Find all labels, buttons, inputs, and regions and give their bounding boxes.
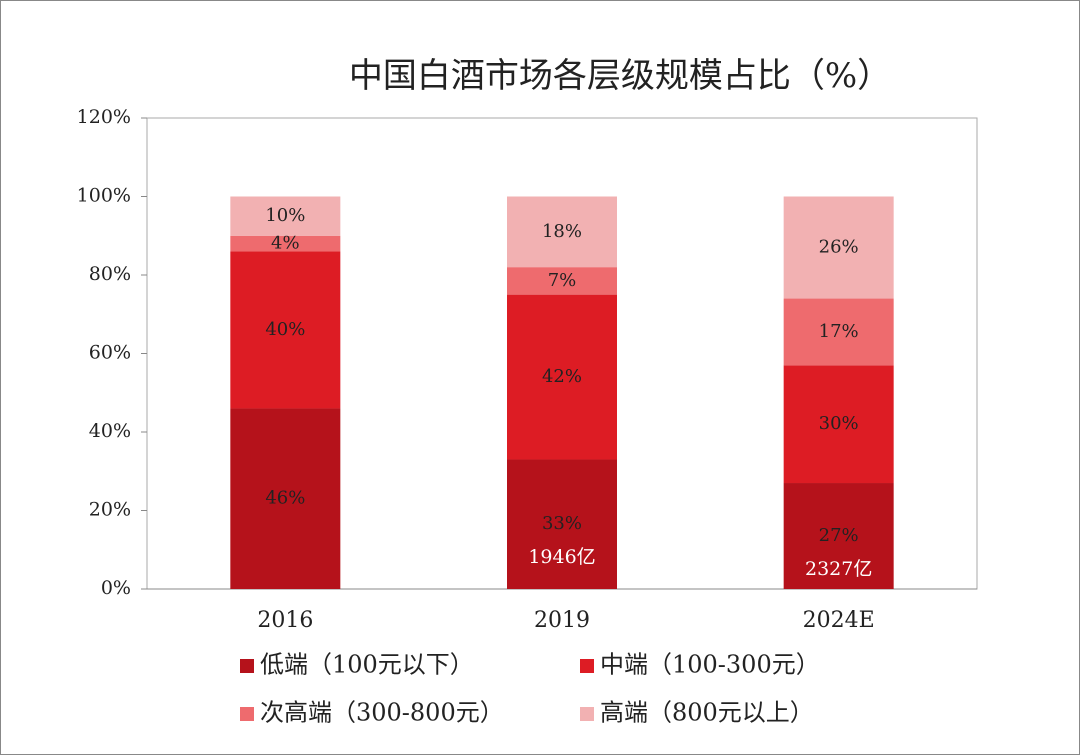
value-label: 4% bbox=[271, 233, 300, 254]
bar-segment bbox=[783, 483, 894, 589]
value-label: 30% bbox=[819, 413, 859, 434]
bar-segment bbox=[230, 196, 341, 236]
bar-segment bbox=[230, 408, 341, 589]
x-tick-label: 2019 bbox=[534, 608, 590, 633]
bar-segment bbox=[783, 196, 894, 299]
bar-segment bbox=[783, 365, 894, 484]
value-label: 17% bbox=[819, 321, 859, 342]
y-tick-label: 40% bbox=[89, 420, 131, 442]
y-tick-label: 60% bbox=[89, 342, 131, 364]
bar-segment bbox=[507, 294, 617, 460]
bar-segment bbox=[230, 235, 341, 252]
y-tick-label: 80% bbox=[89, 263, 131, 285]
legend-swatch bbox=[580, 707, 594, 721]
bar-segment bbox=[783, 298, 894, 366]
annotation: 1946亿 bbox=[528, 546, 595, 568]
bar-segment bbox=[507, 459, 617, 589]
legend-swatch bbox=[240, 659, 254, 673]
value-label: 26% bbox=[819, 237, 859, 258]
value-label: 33% bbox=[542, 513, 582, 534]
y-tick-label: 20% bbox=[89, 499, 131, 521]
annotation: 2327亿 bbox=[805, 558, 872, 580]
legend-swatch bbox=[240, 707, 254, 721]
value-label: 27% bbox=[819, 525, 859, 546]
value-label: 42% bbox=[542, 366, 582, 387]
bar-segment bbox=[507, 267, 617, 295]
value-label: 46% bbox=[265, 488, 305, 509]
legend-label: 高端（800元以上） bbox=[600, 699, 814, 727]
y-tick-label: 120% bbox=[77, 106, 131, 128]
legend-label: 次高端（300-800元） bbox=[260, 699, 504, 727]
x-tick-label: 2024E bbox=[803, 608, 875, 633]
y-tick-label: 100% bbox=[77, 185, 131, 207]
x-tick-label: 2016 bbox=[257, 608, 313, 633]
chart-title: 中国白酒市场各层级规模占比（%） bbox=[349, 56, 891, 96]
legend-swatch bbox=[580, 659, 594, 673]
value-label: 7% bbox=[548, 270, 577, 291]
bar-segment bbox=[230, 251, 341, 409]
value-label: 40% bbox=[265, 319, 305, 340]
legend-label: 中端（100-300元） bbox=[600, 651, 820, 679]
value-label: 10% bbox=[265, 205, 305, 226]
bar-segment bbox=[507, 196, 617, 268]
value-label: 18% bbox=[542, 221, 582, 242]
legend-label: 低端（100元以下） bbox=[260, 651, 474, 679]
y-tick-label: 0% bbox=[101, 577, 131, 599]
